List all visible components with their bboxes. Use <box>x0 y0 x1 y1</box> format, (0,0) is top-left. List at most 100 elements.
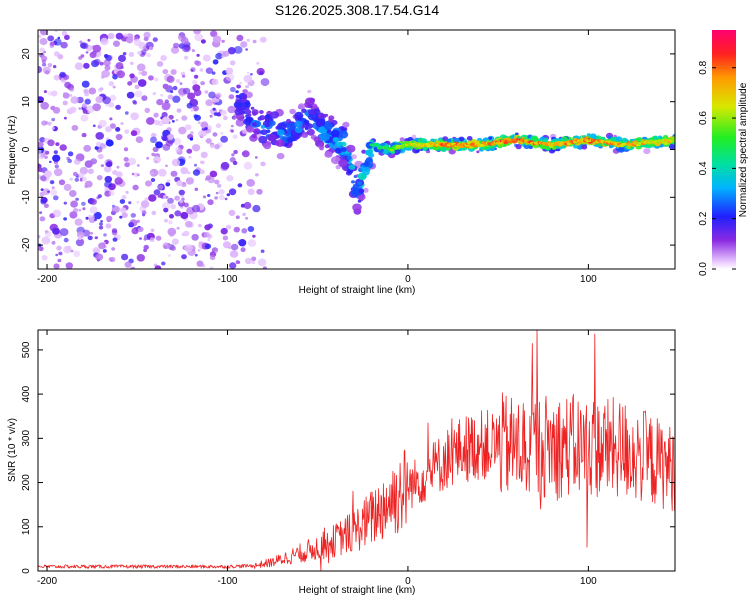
heatmap-cell <box>55 142 60 147</box>
heatmap-cell <box>90 231 93 235</box>
heatmap-cell <box>238 239 247 247</box>
heatmap-cell <box>250 106 255 110</box>
heatmap-cell <box>247 188 255 196</box>
heatmap-cell <box>262 120 272 128</box>
heatmap-cell <box>207 199 214 206</box>
heatmap-cell <box>165 139 173 147</box>
heatmap-cell <box>180 37 189 45</box>
heatmap-cell <box>162 242 170 250</box>
heatmap-cell <box>108 101 115 108</box>
heatmap-cell <box>430 138 435 142</box>
heatmap-cell <box>65 245 72 252</box>
heatmap-cell <box>40 175 47 182</box>
heatmap-cell <box>50 90 58 97</box>
heatmap-cell <box>332 136 340 143</box>
heatmap-cell <box>70 96 79 104</box>
heatmap-cell <box>103 59 111 67</box>
heatmap-cell <box>240 93 248 100</box>
heatmap-cell <box>152 146 159 153</box>
heatmap-cell <box>132 99 137 104</box>
heatmap-cell <box>53 195 59 201</box>
heatmap-cell <box>190 131 194 135</box>
heatmap-cell <box>298 103 306 110</box>
heatmap-cell <box>61 30 68 36</box>
heatmap-cell <box>123 33 128 38</box>
heatmap-cell <box>338 159 348 168</box>
heatmap-cell <box>265 129 271 134</box>
heatmap-cell <box>109 256 116 263</box>
heatmap-cell <box>245 216 249 220</box>
heatmap-cell <box>170 90 174 94</box>
heatmap-cell <box>150 228 155 232</box>
colorbar-gradient <box>712 30 736 269</box>
heatmap-cell <box>181 115 188 121</box>
heatmap-cell <box>190 108 195 112</box>
heatmap-cell <box>85 216 89 220</box>
heatmap-cell <box>626 145 631 149</box>
x-tick-label: -100 <box>217 576 237 587</box>
heatmap-cell <box>257 258 267 267</box>
heatmap-cell <box>47 190 50 193</box>
heatmap-cell <box>153 189 161 196</box>
heatmap-cell <box>95 132 104 140</box>
heatmap-cell <box>394 151 399 156</box>
heatmap-cell <box>233 149 238 155</box>
heatmap-cell <box>276 129 285 136</box>
heatmap-cell <box>150 136 157 143</box>
heatmap-cell <box>44 70 50 75</box>
heatmap-cell <box>256 62 260 65</box>
heatmap-cell <box>123 147 129 152</box>
heatmap-cell <box>190 69 194 72</box>
heatmap-cell <box>244 109 252 115</box>
heatmap-cell <box>262 266 267 269</box>
heatmap-cell <box>51 240 56 245</box>
heatmap-cell <box>170 204 177 210</box>
heatmap-cell <box>67 151 74 157</box>
heatmap-cell <box>162 116 171 125</box>
heatmap-cell <box>73 250 81 257</box>
heatmap-cell <box>89 198 98 206</box>
heatmap-cell <box>608 144 613 149</box>
heatmap-cell <box>194 253 198 257</box>
heatmap-cell <box>318 141 325 147</box>
heatmap-cell <box>104 65 111 71</box>
heatmap-cell <box>225 224 232 230</box>
heatmap-cell <box>167 227 177 236</box>
heatmap-cell <box>459 145 464 149</box>
heatmap-cell <box>93 211 102 220</box>
heatmap-cell <box>74 218 83 226</box>
heatmap-cell <box>135 136 144 144</box>
heatmap-cell <box>242 212 246 217</box>
heatmap-cell <box>331 129 340 138</box>
heatmap-cell <box>53 38 62 46</box>
heatmap-cell <box>446 138 451 143</box>
heatmap-cell <box>304 119 310 125</box>
heatmap-cell <box>43 203 49 209</box>
heatmap-cell <box>105 161 113 168</box>
heatmap-cell <box>193 114 198 118</box>
heatmap-cell <box>167 197 174 204</box>
heatmap-cell <box>191 49 196 53</box>
heatmap-cell <box>193 74 199 79</box>
heatmap-cell <box>63 237 69 243</box>
heatmap-cell <box>236 34 244 42</box>
snr-series-line <box>38 330 675 571</box>
heatmap-cell <box>92 44 102 53</box>
colorbar-tick-label: 0.2 <box>698 211 709 225</box>
heatmap-cell <box>658 135 662 139</box>
heatmap-cell <box>250 73 253 76</box>
heatmap-cell <box>643 148 651 155</box>
heatmap-cell <box>224 197 228 201</box>
heatmap-cell <box>83 144 92 152</box>
heatmap-cell <box>220 135 229 143</box>
heatmap-cell <box>69 177 73 181</box>
heatmap-cell <box>216 183 222 188</box>
heatmap-cell <box>63 183 72 191</box>
heatmap-cell <box>117 73 121 76</box>
heatmap-cell <box>228 94 235 100</box>
heatmap-cell <box>70 200 78 208</box>
chart-title: S126.2025.308.17.54.G14 <box>275 2 439 18</box>
heatmap-cell <box>380 142 385 147</box>
heatmap-cell <box>246 126 255 133</box>
heatmap-cell <box>88 216 96 223</box>
